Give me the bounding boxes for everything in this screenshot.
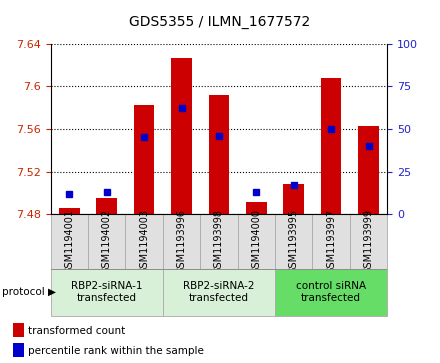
Bar bbox=[171, 58, 192, 214]
FancyBboxPatch shape bbox=[238, 214, 275, 269]
Text: GSM1194000: GSM1194000 bbox=[251, 209, 261, 274]
Bar bbox=[134, 105, 154, 214]
Bar bbox=[246, 203, 267, 214]
Bar bbox=[13, 343, 24, 357]
FancyBboxPatch shape bbox=[163, 214, 200, 269]
Text: transformed count: transformed count bbox=[28, 326, 125, 336]
Bar bbox=[13, 323, 24, 338]
Text: GSM1194001: GSM1194001 bbox=[64, 209, 74, 274]
Text: RBP2-siRNA-2
transfected: RBP2-siRNA-2 transfected bbox=[183, 281, 255, 303]
FancyBboxPatch shape bbox=[350, 214, 387, 269]
FancyBboxPatch shape bbox=[51, 269, 163, 316]
Text: GSM1193995: GSM1193995 bbox=[289, 209, 299, 274]
FancyBboxPatch shape bbox=[125, 214, 163, 269]
Bar bbox=[321, 78, 341, 214]
Bar bbox=[59, 208, 80, 214]
FancyBboxPatch shape bbox=[200, 214, 238, 269]
FancyBboxPatch shape bbox=[312, 214, 350, 269]
Text: GSM1193998: GSM1193998 bbox=[214, 209, 224, 274]
Text: GSM1193996: GSM1193996 bbox=[176, 209, 187, 274]
Text: percentile rank within the sample: percentile rank within the sample bbox=[28, 346, 204, 356]
FancyBboxPatch shape bbox=[51, 214, 88, 269]
Bar bbox=[283, 184, 304, 214]
Bar bbox=[358, 126, 379, 214]
Text: GSM1193999: GSM1193999 bbox=[363, 209, 374, 274]
Text: control siRNA
transfected: control siRNA transfected bbox=[296, 281, 366, 303]
Text: GSM1194002: GSM1194002 bbox=[102, 209, 112, 274]
FancyBboxPatch shape bbox=[163, 269, 275, 316]
Text: GSM1194003: GSM1194003 bbox=[139, 209, 149, 274]
FancyBboxPatch shape bbox=[88, 214, 125, 269]
Text: protocol ▶: protocol ▶ bbox=[2, 287, 56, 297]
FancyBboxPatch shape bbox=[275, 214, 312, 269]
Text: GDS5355 / ILMN_1677572: GDS5355 / ILMN_1677572 bbox=[129, 15, 311, 29]
Text: GSM1193997: GSM1193997 bbox=[326, 209, 336, 274]
Bar bbox=[209, 95, 229, 214]
Text: RBP2-siRNA-1
transfected: RBP2-siRNA-1 transfected bbox=[71, 281, 143, 303]
Bar bbox=[96, 198, 117, 214]
FancyBboxPatch shape bbox=[275, 269, 387, 316]
